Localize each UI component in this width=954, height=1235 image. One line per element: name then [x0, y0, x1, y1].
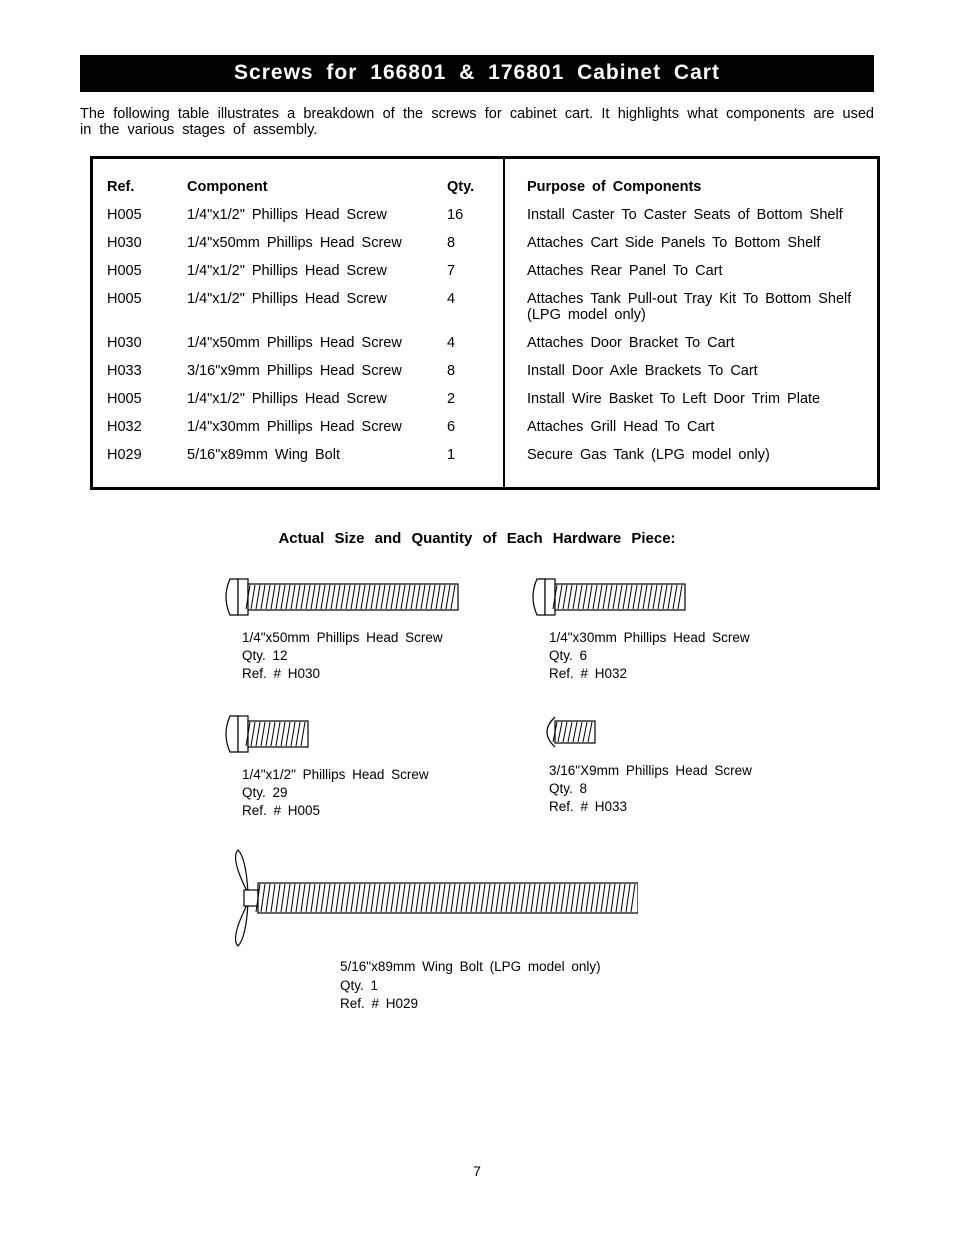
hw-name: 5/16"x89mm Wing Bolt (LPG model only)	[340, 958, 794, 976]
td-component: 1/4"x1/2" Phillips Head Screw	[183, 385, 443, 413]
th-purpose: Purpose of Components	[523, 173, 867, 201]
td-qty: 16	[443, 201, 503, 229]
td-component: 3/16"x9mm Phillips Head Screw	[183, 357, 443, 385]
hw-ref: Ref. # H005	[242, 802, 487, 820]
td-purpose: Attaches Door Bracket To Cart	[523, 329, 867, 357]
td-purpose: Secure Gas Tank (LPG model only)	[523, 441, 867, 469]
td-component: 1/4"x1/2" Phillips Head Screw	[183, 285, 443, 329]
hardware-item: 3/16"X9mm Phillips Head ScrewQty. 8Ref. …	[527, 712, 794, 821]
hw-qty: Qty. 1	[340, 977, 794, 995]
td-component: 1/4"x50mm Phillips Head Screw	[183, 329, 443, 357]
td-component: 1/4"x1/2" Phillips Head Screw	[183, 257, 443, 285]
th-ref: Ref.	[103, 173, 183, 201]
hw-qty: Qty. 6	[549, 647, 794, 665]
hardware-item: 1/4"x30mm Phillips Head ScrewQty. 6Ref. …	[527, 575, 794, 684]
td-qty: 2	[443, 385, 503, 413]
hw-qty: Qty. 29	[242, 784, 487, 802]
td-ref: H005	[103, 257, 183, 285]
td-purpose: Attaches Grill Head To Cart	[523, 413, 867, 441]
page-number: 7	[80, 1163, 874, 1179]
td-ref: H005	[103, 201, 183, 229]
td-qty: 6	[443, 413, 503, 441]
hw-ref: Ref. # H033	[549, 798, 794, 816]
hw-qty: Qty. 8	[549, 780, 794, 798]
hardware-item: 1/4"x1/2" Phillips Head ScrewQty. 29Ref.…	[220, 712, 487, 821]
td-ref: H030	[103, 329, 183, 357]
td-qty: 7	[443, 257, 503, 285]
td-purpose: Install Caster To Caster Seats of Bottom…	[523, 201, 867, 229]
td-ref: H033	[103, 357, 183, 385]
td-purpose: Attaches Cart Side Panels To Bottom Shel…	[523, 229, 867, 257]
screws-table: Ref.ComponentQty. Purpose of Components H0…	[90, 156, 880, 490]
td-ref: H005	[103, 285, 183, 329]
th-qty: Qty.	[443, 173, 503, 201]
hw-name: 3/16"X9mm Phillips Head Screw	[549, 762, 794, 780]
hw-ref: Ref. # H032	[549, 665, 794, 683]
hardware-title: Actual Size and Quantity of Each Hardwar…	[80, 530, 874, 547]
td-qty: 4	[443, 285, 503, 329]
td-qty: 8	[443, 357, 503, 385]
td-ref: H030	[103, 229, 183, 257]
hw-ref: Ref. # H029	[340, 995, 794, 1013]
td-qty: 8	[443, 229, 503, 257]
hardware-item: 5/16"x89mm Wing Bolt (LPG model only)Qty…	[220, 848, 794, 1013]
td-component: 5/16"x89mm Wing Bolt	[183, 441, 443, 469]
hw-qty: Qty. 12	[242, 647, 487, 665]
td-qty: 4	[443, 329, 503, 357]
td-purpose: Attaches Rear Panel To Cart	[523, 257, 867, 285]
intro-text: The following table illustrates a breakd…	[80, 106, 874, 138]
hw-ref: Ref. # H030	[242, 665, 487, 683]
td-component: 1/4"x30mm Phillips Head Screw	[183, 413, 443, 441]
td-purpose: Attaches Tank Pull-out Tray Kit To Botto…	[523, 285, 867, 329]
td-component: 1/4"x1/2" Phillips Head Screw	[183, 201, 443, 229]
th-component: Component	[183, 173, 443, 201]
td-qty: 1	[443, 441, 503, 469]
hw-name: 1/4"x1/2" Phillips Head Screw	[242, 766, 487, 784]
page-title: Screws for 166801 & 176801 Cabinet Cart	[80, 55, 874, 92]
td-component: 1/4"x50mm Phillips Head Screw	[183, 229, 443, 257]
td-purpose: Install Door Axle Brackets To Cart	[523, 357, 867, 385]
td-purpose: Install Wire Basket To Left Door Trim Pl…	[523, 385, 867, 413]
td-ref: H005	[103, 385, 183, 413]
hw-name: 1/4"x30mm Phillips Head Screw	[549, 629, 794, 647]
td-ref: H029	[103, 441, 183, 469]
hw-name: 1/4"x50mm Phillips Head Screw	[242, 629, 487, 647]
td-ref: H032	[103, 413, 183, 441]
hardware-item: 1/4"x50mm Phillips Head ScrewQty. 12Ref.…	[220, 575, 487, 684]
